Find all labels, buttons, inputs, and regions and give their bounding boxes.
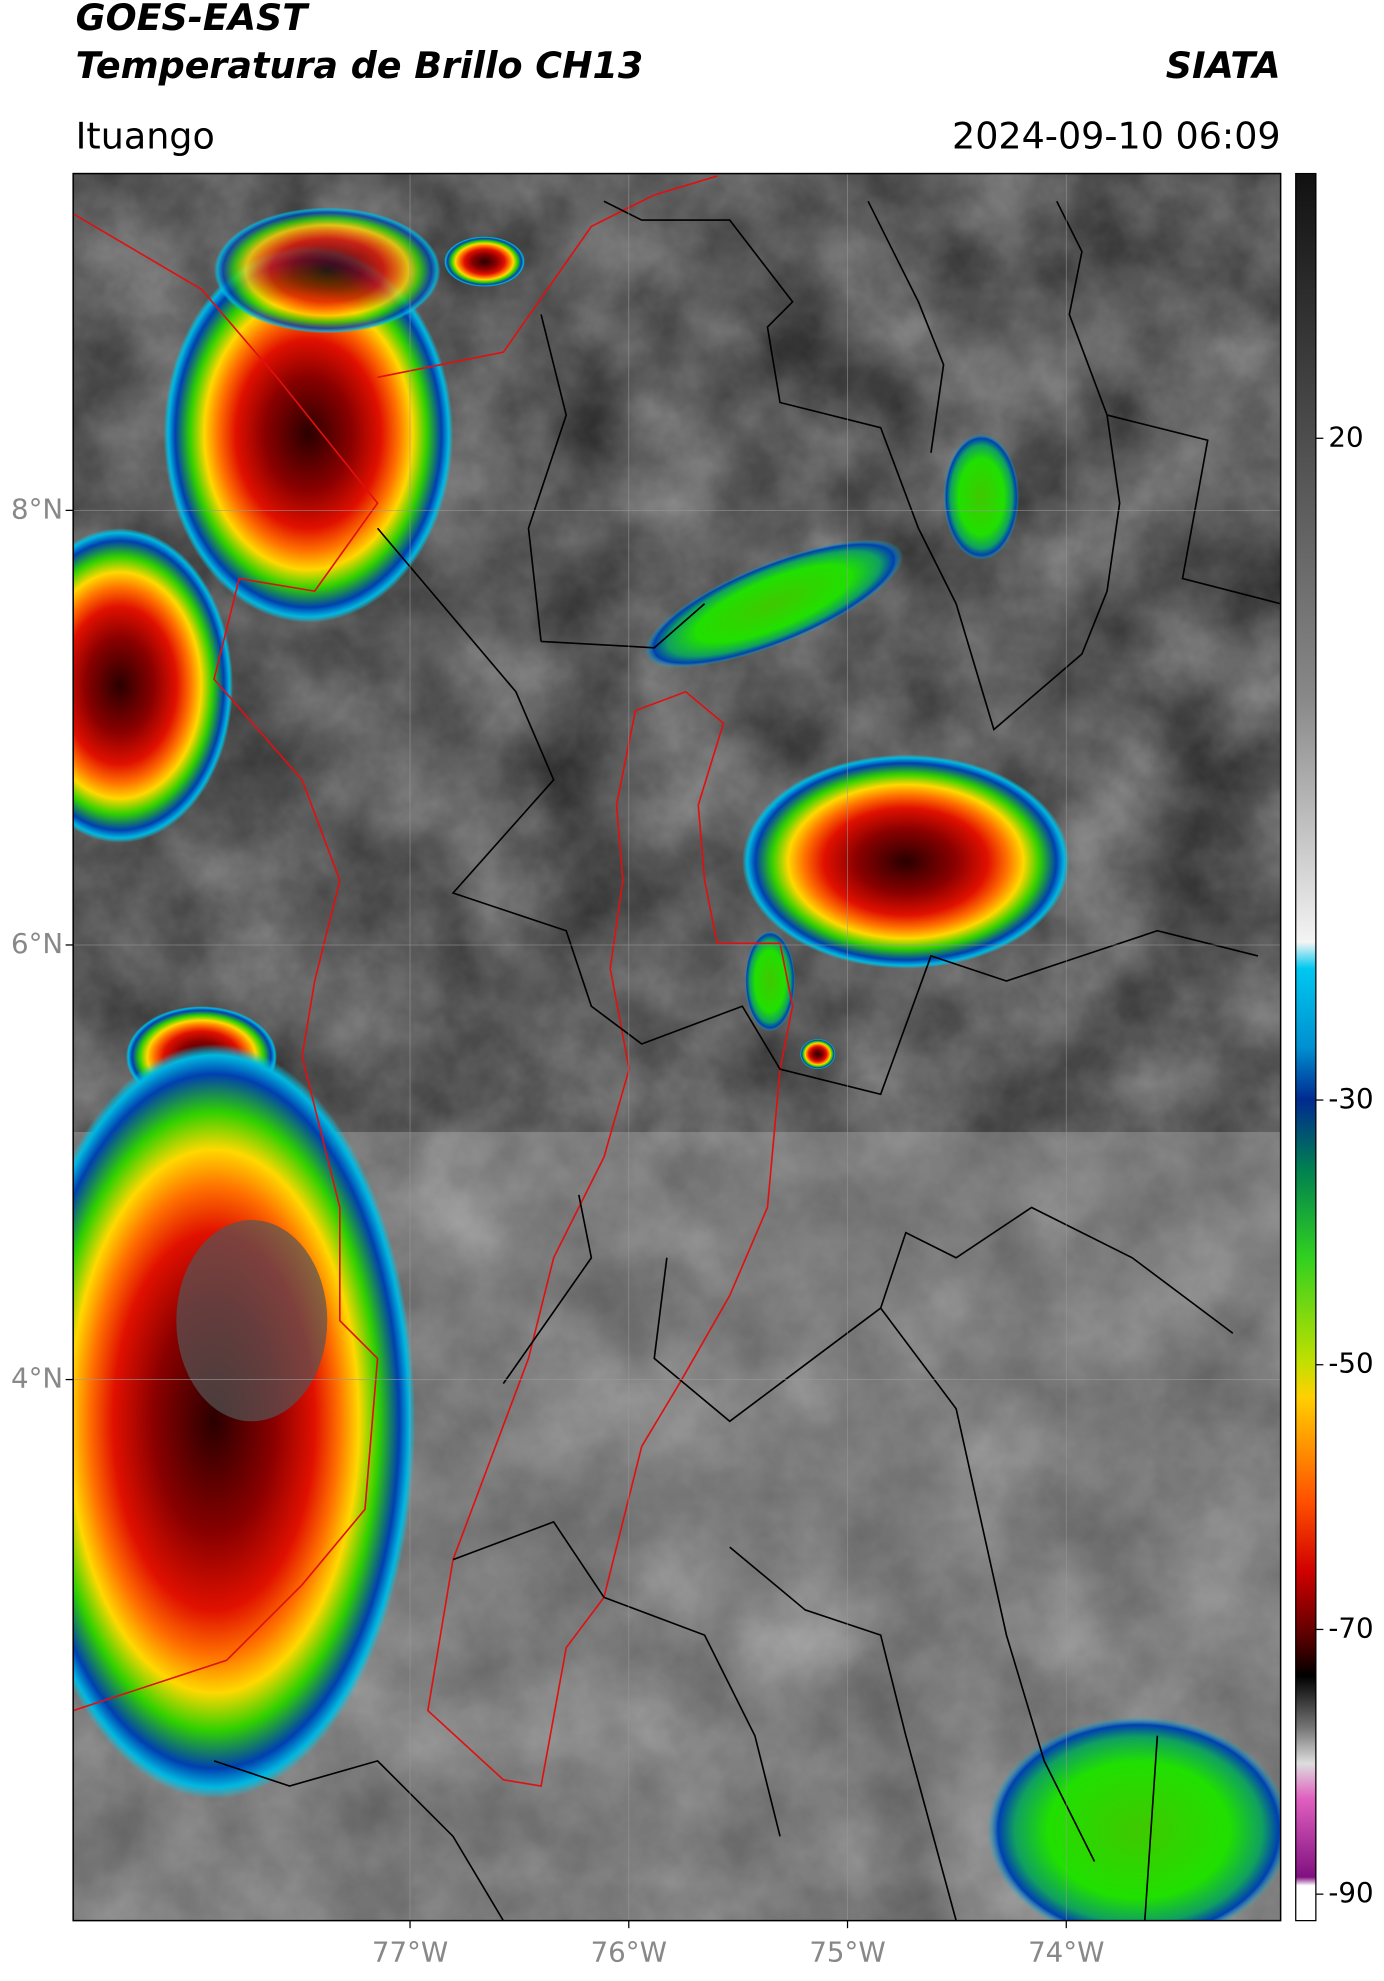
colorbar-tick-label: -70: [1328, 1611, 1373, 1644]
datetime: 2024-09-10 06:09: [952, 114, 1281, 157]
colorbar-tick-label: 20: [1328, 420, 1363, 453]
brand: SIATA: [1166, 44, 1281, 87]
map-frame: [72, 172, 1282, 1922]
lon-tick-label: 76°W: [591, 1935, 667, 1968]
graticule: 77°W 76°W 75°W 74°W 8°N 6°N 4°N: [11, 173, 1281, 1968]
lon-tick-label: 75°W: [809, 1935, 885, 1968]
colorbar-ticks: 20 -30 -50 -70 -90: [1315, 420, 1374, 1909]
lon-tick-label: 74°W: [1028, 1935, 1104, 1968]
lat-tick-label: 8°N: [11, 492, 63, 525]
subtitle: Temperatura de Brillo CH13: [76, 44, 644, 87]
colorbar: [1295, 172, 1317, 1922]
lon-tick-label: 77°W: [372, 1935, 448, 1968]
location: Ituango: [76, 114, 215, 157]
colorbar-tick-label: -50: [1328, 1347, 1373, 1380]
lat-tick-label: 4°N: [11, 1362, 63, 1395]
colorbar-tick-label: -90: [1328, 1876, 1373, 1909]
map-imagery: [73, 173, 1281, 1921]
lat-tick-label: 6°N: [11, 927, 63, 960]
title: GOES-EAST: [76, 0, 311, 39]
colorbar-tick-label: -30: [1328, 1082, 1373, 1115]
